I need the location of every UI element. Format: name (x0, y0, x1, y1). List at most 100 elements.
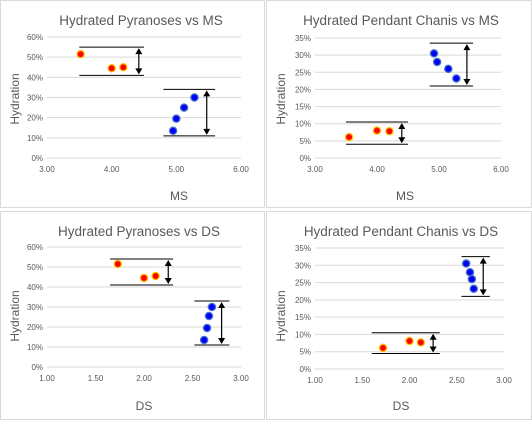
chart-canvas: Hydrated Pendant Chanis vs MS MS Hydrati… (274, 13, 509, 203)
x-axis-label: DS (136, 399, 153, 413)
chart-pyranoses-vs-ms: Hydrated Pyranoses vs MS MS Hydration 0%… (0, 0, 265, 208)
y-tick-label: 60% (27, 33, 43, 42)
y-tick-label: 5% (299, 348, 311, 357)
chart-title: Hydrated Pendant Chanis vs DS (304, 224, 498, 239)
x-tick-label: 5.00 (431, 165, 447, 174)
y-tick-label: 0% (31, 363, 43, 372)
arrowhead-down (203, 128, 211, 135)
data-point-blue (207, 302, 217, 312)
y-tick-label: 10% (27, 134, 43, 143)
x-axis-label: MS (396, 189, 414, 203)
data-point-blue (168, 126, 178, 136)
data-point-orange (76, 49, 85, 59)
x-tick-label: 1.50 (88, 374, 104, 383)
arrowhead-up (398, 123, 406, 129)
data-point-blue (452, 74, 461, 83)
arrowhead-down (479, 289, 487, 296)
y-tick-label: 20% (27, 114, 43, 123)
data-point-orange (378, 343, 388, 353)
chart-title: Hydrated Pyranoses vs MS (59, 13, 223, 28)
plot-area: 0% 10% 20% 30% 40% 50% 60% 3.00 4.00 5.00 6.00 (27, 33, 249, 174)
y-tick-label: 0% (299, 365, 311, 374)
x-tick-label: 3.00 (233, 374, 249, 383)
y-tick-label: 15% (295, 103, 311, 112)
x-tick-label: 3.00 (496, 376, 512, 385)
arrowhead-up (218, 302, 226, 308)
data-point-blue (461, 259, 471, 268)
chart-pendant-chanis-vs-ms: Hydrated Pendant Chanis vs MS MS Hydrati… (266, 0, 532, 208)
plot-area: 0% 5% 10% 15% 20% 25% 30% 35% 3.00 4.00 5.00 6.00 (295, 34, 509, 174)
data-point-orange (344, 132, 354, 142)
chart-title: Hydrated Pyranoses vs DS (58, 224, 220, 239)
data-point-blue (469, 284, 479, 294)
chart-title: Hydrated Pendant Chanis vs MS (303, 13, 499, 28)
data-point-orange (416, 338, 426, 347)
x-tick-label: 2.50 (185, 374, 201, 383)
data-point-blue (465, 267, 475, 277)
data-point-orange (372, 126, 382, 135)
x-tick-label: 1.00 (39, 374, 55, 383)
arrowhead-up (164, 260, 172, 266)
data-point-blue (199, 335, 209, 345)
y-tick-label: 25% (295, 68, 311, 77)
data-point-blue (444, 64, 453, 74)
y-tick-label: 30% (295, 51, 311, 60)
y-tick-label: 0% (31, 154, 43, 163)
y-tick-label: 30% (295, 261, 311, 270)
y-tick-label: 25% (295, 279, 311, 288)
y-tick-label: 20% (295, 85, 311, 94)
x-tick-label: 4.00 (369, 165, 385, 174)
arrowhead-down (398, 137, 406, 144)
y-tick-label: 20% (295, 296, 311, 305)
y-tick-label: 30% (27, 303, 43, 312)
arrowhead-down (164, 278, 172, 284)
x-axis-label: DS (393, 399, 410, 413)
data-point-blue (202, 323, 212, 333)
data-point-orange (139, 273, 149, 283)
y-axis-label: Hydration (8, 73, 22, 124)
data-point-blue (432, 57, 442, 67)
y-tick-label: 10% (27, 343, 43, 352)
y-axis-label: Hydration (274, 73, 288, 124)
y-tick-label: 10% (295, 330, 311, 339)
x-tick-label: 1.00 (307, 376, 323, 385)
y-tick-label: 5% (299, 137, 311, 146)
arrowhead-up (203, 90, 211, 97)
x-tick-label: 3.00 (39, 165, 55, 174)
arrowhead-up (463, 44, 471, 51)
plot-area: 0% 5% 10% 15% 20% 25% 30% 35% 1.00 1.50 2.00 2.50 3.… (295, 244, 512, 385)
chart-canvas: Hydrated Pendant Chanis vs DS DS Hydrati… (274, 224, 512, 413)
data-point-orange (119, 63, 128, 72)
y-tick-label: 30% (27, 94, 43, 103)
y-tick-label: 0% (299, 154, 311, 163)
y-tick-label: 35% (295, 244, 311, 253)
arrowhead-up (479, 257, 487, 264)
x-tick-label: 4.00 (104, 165, 120, 174)
x-tick-label: 6.00 (233, 165, 249, 174)
y-tick-label: 50% (27, 263, 43, 272)
y-tick-label: 40% (27, 283, 43, 292)
y-tick-label: 15% (295, 313, 311, 322)
data-point-orange (113, 259, 123, 269)
y-tick-label: 35% (295, 34, 311, 43)
data-point-orange (151, 271, 160, 281)
x-tick-label: 2.00 (136, 374, 152, 383)
chart-canvas: Hydrated Pyranoses vs DS DS Hydration 0%… (8, 224, 249, 413)
data-point-orange (107, 64, 116, 73)
data-point-blue (204, 311, 214, 321)
chart-pendant-chanis-vs-ds: Hydrated Pendant Chanis vs DS DS Hydrati… (266, 211, 532, 420)
x-tick-label: 3.00 (307, 165, 323, 174)
x-tick-label: 2.00 (402, 376, 418, 385)
x-axis-label: MS (170, 189, 188, 203)
y-tick-label: 40% (27, 73, 43, 82)
arrowhead-up (135, 48, 143, 55)
data-point-orange (385, 127, 394, 136)
arrowhead-down (463, 79, 471, 85)
x-tick-label: 1.50 (354, 376, 370, 385)
arrowhead-down (218, 338, 226, 344)
data-point-blue (190, 93, 199, 102)
x-tick-label: 2.50 (449, 376, 465, 385)
plot-area: 0% 10% 20% 30% 40% 50% 60% 1.00 1.50 2.00 2.50 3.00 (27, 243, 249, 383)
data-point-blue (467, 274, 477, 284)
x-tick-label: 5.00 (169, 165, 185, 174)
